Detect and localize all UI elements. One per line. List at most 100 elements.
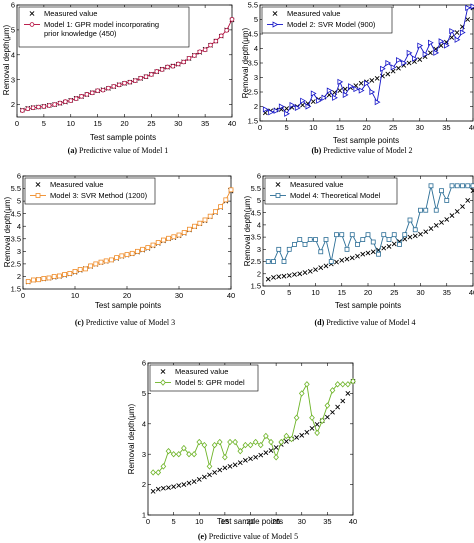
y-tick-label: 2 (254, 102, 258, 111)
data-point (257, 441, 264, 449)
y-tick-label: 2 (257, 269, 261, 278)
data-point (428, 39, 434, 46)
data-point (309, 414, 315, 421)
series-model (25, 187, 234, 284)
data-point (406, 49, 413, 56)
data-point (326, 92, 332, 98)
legend-label-line: Model 1: GPR model incorporating (44, 20, 159, 29)
data-point (202, 217, 208, 223)
data-point (186, 480, 192, 486)
data-point (423, 229, 429, 235)
data-point (364, 80, 370, 87)
data-point (124, 252, 130, 257)
data-point (407, 217, 413, 223)
data-point (328, 259, 334, 264)
x-tick-label: 0 (15, 119, 19, 128)
data-point (278, 103, 285, 110)
data-point (57, 100, 63, 106)
data-point (206, 463, 213, 470)
data-point (344, 246, 350, 252)
legend-marker (29, 22, 35, 27)
data-point (342, 91, 349, 98)
x-tick-label: 30 (175, 291, 183, 300)
x-tick-label: 25 (390, 288, 398, 297)
data-point (284, 110, 290, 117)
data-point (334, 232, 339, 238)
legend-label: Model 2: SVR Model (900) (287, 20, 376, 29)
data-point (25, 279, 31, 284)
data-point (68, 98, 74, 103)
data-point (418, 231, 423, 237)
y-tick-label: 4.5 (251, 208, 261, 217)
caption-label: (b) (311, 146, 321, 155)
data-point (349, 232, 355, 238)
data-point (138, 75, 143, 81)
y-tick-label: 1.5 (11, 285, 21, 294)
x-tick-label: 0 (261, 288, 265, 297)
data-point (273, 445, 279, 450)
y-tick-label: 2 (17, 272, 21, 281)
data-point (145, 245, 151, 250)
x-tick-label: 25 (147, 119, 155, 128)
data-point (242, 457, 248, 463)
data-point (237, 460, 243, 466)
data-point (122, 80, 127, 86)
data-point (300, 102, 306, 108)
data-point (278, 438, 285, 446)
data-point (358, 87, 365, 94)
y-tick-label: 4 (11, 50, 15, 59)
data-point (460, 204, 465, 209)
caption-text: Predictive value of Model 3 (86, 318, 175, 327)
data-point (370, 249, 376, 255)
data-point (127, 79, 133, 85)
y-tick-label: 1 (142, 511, 146, 520)
data-point (443, 42, 450, 49)
data-point (89, 90, 95, 96)
data-point (106, 85, 111, 91)
x-tick-label: 35 (201, 119, 209, 128)
data-point (176, 483, 182, 488)
data-point (95, 88, 100, 93)
data-point (166, 485, 171, 491)
data-point (385, 59, 392, 67)
legend-marker (275, 193, 281, 198)
data-point (337, 78, 344, 85)
panel-caption: (b) Predictive value of Model 2 (311, 146, 412, 155)
data-point (232, 462, 238, 468)
data-point (132, 78, 138, 83)
data-point (201, 441, 208, 449)
x-axis-label: Test sample points (333, 136, 399, 145)
data-point (109, 257, 114, 263)
data-point (271, 275, 276, 280)
x-axis-label: Test sample points (95, 301, 161, 310)
data-point (213, 38, 219, 44)
data-point (268, 109, 274, 116)
data-point (154, 69, 160, 74)
x-tick-label: 10 (67, 119, 75, 128)
data-point (365, 250, 371, 256)
x-tick-label: 10 (311, 288, 319, 297)
y-tick-label: 2.5 (11, 259, 21, 268)
data-point (62, 272, 67, 277)
x-tick-label: 0 (21, 291, 25, 300)
data-point (299, 432, 305, 438)
data-point (314, 421, 320, 427)
data-point (386, 243, 392, 249)
data-point (176, 232, 182, 238)
legend-label: Measured value (287, 9, 340, 18)
y-tick-label: 5.5 (11, 184, 21, 193)
data-point (25, 106, 31, 112)
chart-panel-b: 05101520253035401.522.533.544.555.5Measu… (241, 1, 474, 155)
data-point (323, 263, 329, 269)
data-point (201, 474, 207, 480)
data-point (412, 55, 418, 62)
data-point (459, 29, 466, 36)
data-point (67, 271, 73, 276)
data-point (360, 251, 366, 257)
x-tick-label: 10 (195, 517, 203, 526)
data-point (79, 94, 84, 99)
data-point (252, 438, 259, 446)
data-point (334, 381, 341, 388)
y-tick-label: 3 (257, 245, 261, 254)
data-point (324, 414, 330, 420)
